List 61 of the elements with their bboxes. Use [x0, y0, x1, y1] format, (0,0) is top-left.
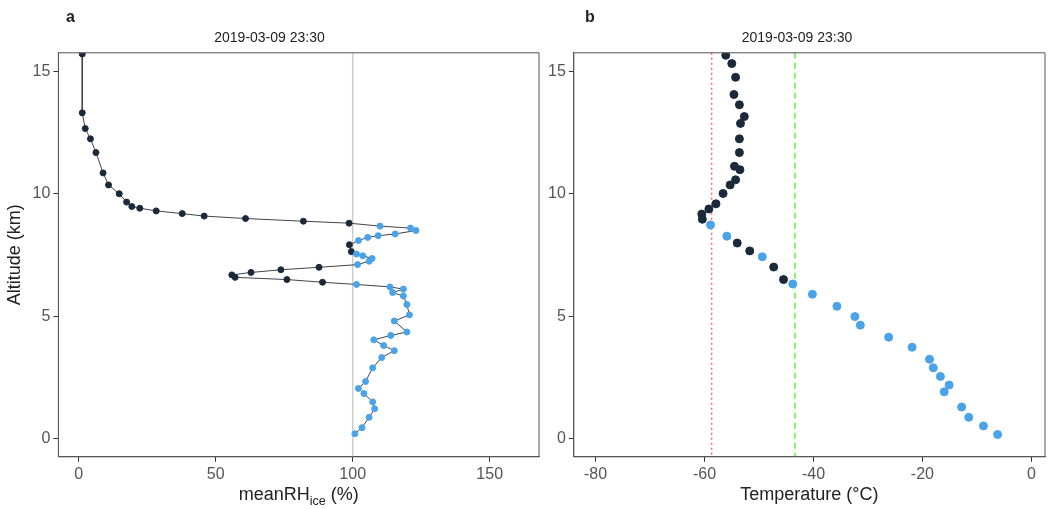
- x-tick-label: 50: [206, 464, 225, 482]
- y-tick-label: 10: [548, 184, 566, 202]
- point: [925, 354, 935, 364]
- point: [855, 320, 865, 330]
- x-tick-label: -80: [584, 464, 608, 482]
- y-tick-label: 15: [32, 61, 51, 79]
- point: [711, 199, 721, 209]
- point: [718, 189, 728, 199]
- point: [935, 371, 945, 381]
- point: [957, 402, 967, 412]
- point: [884, 332, 894, 342]
- y-tick-label: 10: [32, 184, 51, 202]
- point: [939, 387, 949, 397]
- x-axis-title: Temperature (°C): [740, 484, 879, 504]
- point: [731, 175, 741, 185]
- x-tick-label: -20: [910, 464, 935, 482]
- y-tick-label: 5: [41, 306, 51, 324]
- point: [725, 180, 735, 190]
- y-tick-label: 5: [556, 306, 566, 324]
- point: [779, 275, 789, 285]
- point: [928, 363, 938, 373]
- point: [729, 89, 739, 99]
- point: [734, 134, 744, 144]
- point: [727, 59, 737, 69]
- x-tick-label: 0: [1026, 464, 1036, 482]
- text: a: [66, 8, 75, 25]
- point: [735, 165, 745, 175]
- point: [731, 72, 741, 82]
- point: [993, 429, 1003, 439]
- point: [907, 342, 917, 352]
- x-tick-label: 150: [476, 464, 504, 482]
- point: [745, 246, 755, 256]
- point: [739, 112, 749, 122]
- text: b: [585, 8, 595, 25]
- point: [769, 262, 779, 272]
- point: [706, 220, 716, 230]
- y-tick-label: 15: [548, 61, 566, 79]
- point: [734, 148, 744, 158]
- x-tick-label: -40: [801, 464, 826, 482]
- point: [722, 231, 732, 241]
- point: [704, 204, 714, 214]
- x-tick-label: -60: [692, 464, 717, 482]
- x-tick-label: 0: [74, 464, 84, 482]
- chart-title: 2019-03-09 23:30: [741, 29, 853, 46]
- point: [788, 279, 798, 289]
- point: [721, 52, 731, 60]
- y-tick-label: 0: [556, 429, 566, 447]
- chart-title: 2019-03-09 23:30: [214, 29, 325, 46]
- point: [735, 118, 745, 128]
- point: [832, 301, 842, 311]
- point: [978, 421, 988, 431]
- x-tick-label: 100: [339, 464, 367, 482]
- y-tick-label: 0: [41, 429, 51, 447]
- point: [757, 252, 767, 262]
- point: [734, 100, 744, 110]
- point: [964, 412, 974, 422]
- point: [807, 289, 817, 299]
- y-axis-title: Altitude (km): [3, 204, 24, 306]
- point: [944, 380, 954, 390]
- point: [732, 238, 742, 248]
- point: [850, 312, 860, 322]
